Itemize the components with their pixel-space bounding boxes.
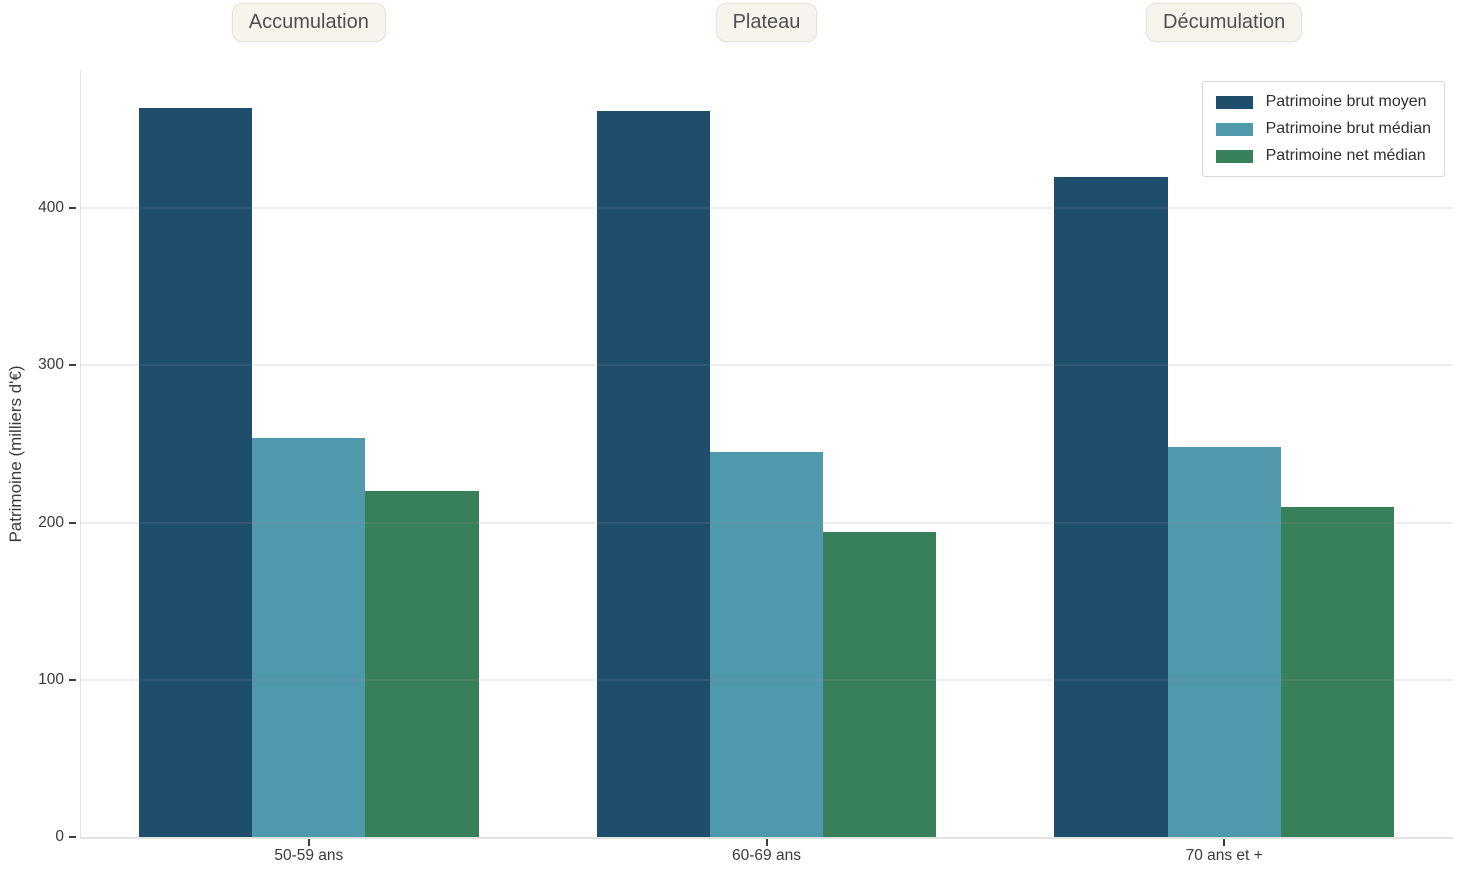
bar-patrimoine-brut-moyen: [596, 110, 710, 837]
y-tick-100: 100: [0, 671, 76, 689]
bar-patrimoine-brut-médian: [709, 451, 824, 837]
gridline-300: [80, 364, 1453, 367]
y-tick-mark: [69, 207, 76, 210]
legend-entry: Patrimoine brut médian: [1215, 120, 1431, 138]
legend-label: Patrimoine brut moyen: [1265, 93, 1427, 110]
legend-swatch: [1215, 149, 1253, 163]
bar-patrimoine-brut-médian: [252, 437, 366, 837]
x-tick-mark: [307, 839, 310, 846]
y-tick-label: 100: [38, 670, 64, 688]
y-tick-mark: [69, 364, 76, 367]
x-axis-line: [80, 837, 1453, 839]
bar-patrimoine-net-médian: [365, 491, 479, 837]
legend-swatch: [1215, 122, 1253, 136]
y-tick-mark: [69, 521, 76, 524]
phase-pill-accumulation: Accumulation: [231, 3, 386, 42]
legend: Patrimoine brut moyen Patrimoine brut méd…: [1201, 81, 1445, 177]
bar-patrimoine-brut-médian: [1167, 447, 1281, 837]
y-tick-mark: [69, 836, 76, 838]
y-tick-label: 300: [38, 356, 64, 374]
y-tick-0: 0: [0, 828, 76, 846]
x-tick-mark: [765, 839, 768, 846]
y-tick-400: 400: [0, 199, 76, 217]
phase-pill-plateau: Plateau: [715, 3, 818, 42]
x-tick-label: 60-69 ans: [732, 847, 801, 864]
bar-patrimoine-net-médian: [823, 532, 937, 837]
y-tick-mark: [69, 678, 76, 681]
legend-entry: Patrimoine brut moyen: [1215, 93, 1431, 111]
bar-patrimoine-brut-moyen: [138, 107, 253, 837]
x-tick-label: 50-59 ans: [274, 847, 344, 864]
bar-patrimoine-net-médian: [1280, 506, 1395, 837]
y-tick-300: 300: [0, 356, 76, 374]
legend-swatch: [1215, 95, 1253, 109]
y-tick-200: 200: [0, 514, 76, 532]
plot-area: [80, 70, 1453, 839]
legend-label: Patrimoine brut médian: [1265, 120, 1431, 137]
legend-entry: Patrimoine net médian: [1215, 147, 1431, 165]
y-tick-label: 0: [55, 828, 64, 845]
phase-pill-decumulation: Décumulation: [1146, 3, 1303, 42]
y-axis-line: [80, 70, 81, 837]
y-tick-label: 400: [38, 199, 64, 217]
bar-patrimoine-brut-moyen: [1054, 176, 1168, 837]
gridline-400: [80, 207, 1453, 210]
y-tick-label: 200: [38, 513, 64, 531]
x-tick-label: 70 ans et +: [1185, 847, 1263, 864]
x-tick-mark: [1223, 839, 1226, 846]
legend-label: Patrimoine net médian: [1265, 147, 1426, 164]
